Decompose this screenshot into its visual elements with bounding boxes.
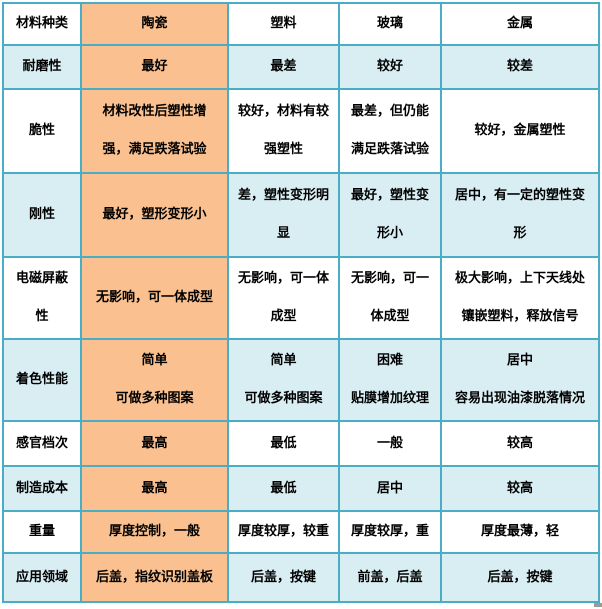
cell-glass: 困难 贴膜增加纹理 (338, 338, 442, 422)
row-label: 应用领域 (2, 552, 82, 603)
table-resize-handle[interactable] (594, 603, 602, 607)
table-row-em-shielding: 电磁屏蔽 性 无影响，可一体成型 无影响，可一体 成型 无影响，可一 体成型 极… (2, 256, 600, 340)
cell-plastic: 最低 (227, 465, 340, 512)
cell-metal: 居中，有一定的塑性变 形 (440, 172, 600, 258)
cell-ceramic: 最高 (80, 465, 229, 512)
cell-ceramic: 简单 可做多种图案 (80, 338, 229, 422)
cell-metal: 居中 容易出现油漆脱落情况 (440, 338, 600, 422)
cell-ceramic: 后盖，指纹识别盖板 (80, 552, 229, 603)
column-header-ceramic: 陶瓷 (80, 2, 229, 46)
cell-plastic: 最低 (227, 420, 340, 467)
cell-metal: 较差 (440, 44, 600, 90)
cell-plastic: 简单 可做多种图案 (227, 338, 340, 422)
cell-plastic: 最差 (227, 44, 340, 90)
cell-metal: 较高 (440, 420, 600, 467)
cell-ceramic: 厚度控制，一般 (80, 510, 229, 554)
table-row-brittleness: 脆性 材料改性后塑性增 强，满足跌落试验 较好，材料有较 强塑性 最差，但仍能 … (2, 88, 600, 174)
cell-metal: 较高 (440, 465, 600, 512)
cell-ceramic: 最高 (80, 420, 229, 467)
row-label: 耐磨性 (2, 44, 82, 90)
cell-glass: 一般 (338, 420, 442, 467)
column-header-plastic: 塑料 (227, 2, 340, 46)
cell-glass: 厚度较厚，重 (338, 510, 442, 554)
header-row: 材料种类 陶瓷 塑料 玻璃 金属 (2, 2, 600, 46)
row-label: 制造成本 (2, 465, 82, 512)
cell-metal: 厚度最薄，轻 (440, 510, 600, 554)
cell-glass: 最好，塑性变 形小 (338, 172, 442, 258)
column-header-material-type: 材料种类 (2, 2, 82, 46)
row-label: 刚性 (2, 172, 82, 258)
cell-plastic: 厚度较厚，较重 (227, 510, 340, 554)
cell-glass: 居中 (338, 465, 442, 512)
cell-plastic: 较好，材料有较 强塑性 (227, 88, 340, 174)
column-header-metal: 金属 (440, 2, 600, 46)
cell-metal: 较好，金属塑性 (440, 88, 600, 174)
table-row-coloring: 着色性能 简单 可做多种图案 简单 可做多种图案 困难 贴膜增加纹理 居中 容易… (2, 338, 600, 422)
cell-plastic: 无影响，可一体 成型 (227, 256, 340, 340)
cell-ceramic: 最好 (80, 44, 229, 90)
table-row-manufacturing-cost: 制造成本 最高 最低 居中 较高 (2, 465, 600, 512)
cell-ceramic: 无影响，可一体成型 (80, 256, 229, 340)
table-row-application: 应用领域 后盖，指纹识别盖板 后盖，按键 前盖，后盖 后盖，按键 (2, 552, 600, 603)
cell-ceramic: 材料改性后塑性增 强，满足跌落试验 (80, 88, 229, 174)
table-row-rigidity: 刚性 最好，塑形变形小 差，塑性变形明 显 最好，塑性变 形小 居中，有一定的塑… (2, 172, 600, 258)
cell-metal: 后盖，按键 (440, 552, 600, 603)
row-label: 脆性 (2, 88, 82, 174)
cell-glass: 较好 (338, 44, 442, 90)
cell-glass: 前盖，后盖 (338, 552, 442, 603)
row-label: 电磁屏蔽 性 (2, 256, 82, 340)
table-row-sensory-grade: 感官档次 最高 最低 一般 较高 (2, 420, 600, 467)
column-header-glass: 玻璃 (338, 2, 442, 46)
table-row-weight: 重量 厚度控制，一般 厚度较厚，较重 厚度较厚，重 厚度最薄，轻 (2, 510, 600, 554)
cell-plastic: 后盖，按键 (227, 552, 340, 603)
cell-plastic: 差，塑性变形明 显 (227, 172, 340, 258)
cell-metal: 极大影响，上下天线处 镶嵌塑料，释放信号 (440, 256, 600, 340)
cell-ceramic: 最好，塑形变形小 (80, 172, 229, 258)
cell-glass: 最差，但仍能 满足跌落试验 (338, 88, 442, 174)
row-label: 重量 (2, 510, 82, 554)
table-row-wear-resistance: 耐磨性 最好 最差 较好 较差 (2, 44, 600, 90)
row-label: 感官档次 (2, 420, 82, 467)
cell-glass: 无影响，可一 体成型 (338, 256, 442, 340)
row-label: 着色性能 (2, 338, 82, 422)
